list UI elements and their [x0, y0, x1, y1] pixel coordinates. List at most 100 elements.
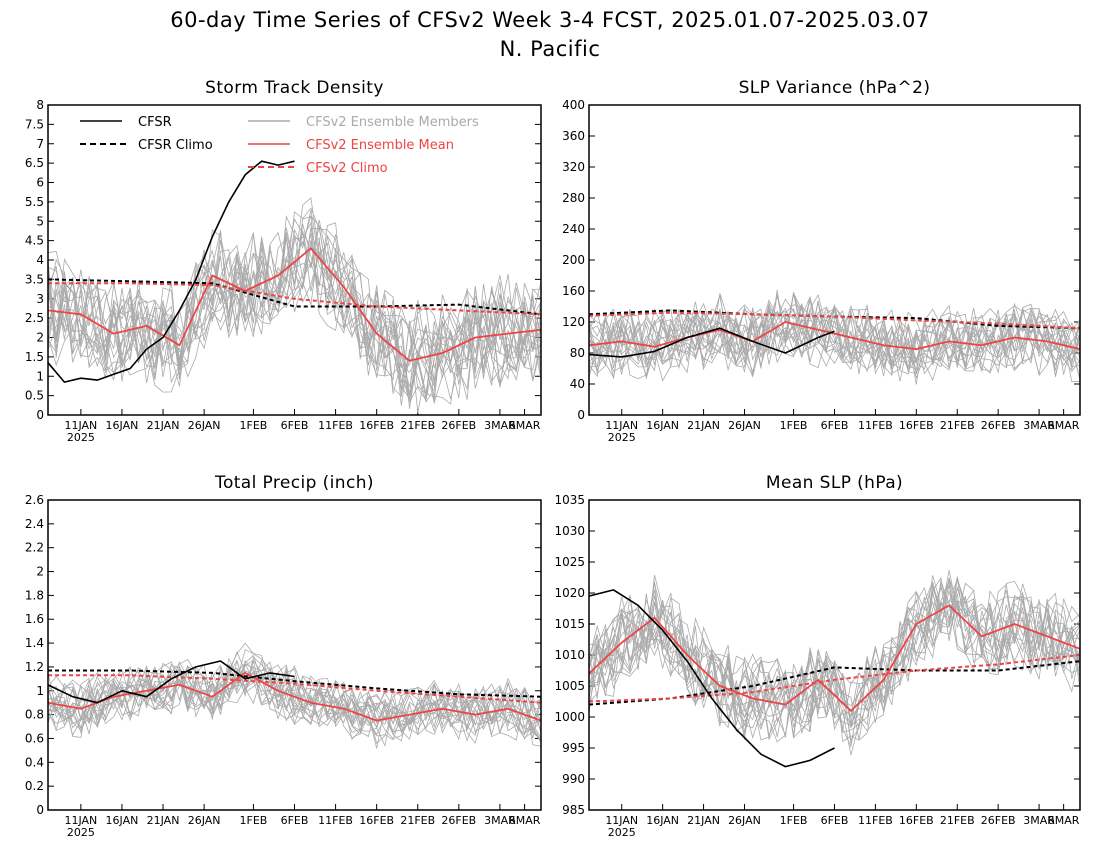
- y-tick-label: 1020: [554, 586, 585, 600]
- x-tick-label: 21FEB: [940, 814, 975, 827]
- y-tick-label: 6: [36, 176, 44, 190]
- x-tick-label: 6MAR: [1048, 814, 1080, 827]
- x-tick-label: 26FEB: [981, 814, 1016, 827]
- plot-area: [589, 289, 1080, 385]
- x-tick-label: 26JAN: [728, 419, 761, 432]
- x-tick-label: 11FEB: [318, 419, 353, 432]
- y-tick-label: 40: [570, 377, 585, 391]
- y-tick-label: 320: [562, 160, 585, 174]
- x-tick-label: 6FEB: [821, 814, 849, 827]
- plot-frame: [588, 104, 1081, 416]
- ensemble-member-line: [589, 600, 1080, 737]
- ensemble-member-line: [589, 578, 1080, 731]
- series-line-cfsr: [48, 660, 295, 704]
- series-line-cfsr: [589, 589, 835, 768]
- y-tick-label: 7: [36, 137, 44, 151]
- ensemble-member-line: [48, 221, 541, 402]
- x-tick-label: 26JAN: [728, 814, 761, 827]
- x-tick-label: 16JAN: [106, 814, 139, 827]
- ensemble-member-line: [48, 663, 541, 745]
- y-tick-label: 0.5: [25, 389, 44, 403]
- y-tick-label: 0: [36, 408, 44, 422]
- x-tick-label: 21FEB: [400, 419, 435, 432]
- ensemble-member-line: [48, 223, 541, 397]
- x-tick-label: 21FEB: [400, 814, 435, 827]
- x-tick-year: 2025: [608, 826, 636, 839]
- x-tick-label: 16JAN: [106, 419, 139, 432]
- x-tick-label: 26JAN: [188, 419, 221, 432]
- y-tick-label: 2: [36, 565, 44, 579]
- legend-label-cfsr: CFSR: [138, 115, 172, 130]
- x-tick-label: 3MAR: [484, 814, 516, 827]
- ensemble-member-line: [48, 215, 541, 384]
- y-tick-label: 1.2: [25, 660, 44, 674]
- series-line-cfsr: [589, 327, 835, 358]
- y-tick-label: 2.6: [25, 493, 44, 507]
- series-line-cfsr-climo: [589, 660, 1080, 706]
- x-tick-label: 26JAN: [188, 814, 221, 827]
- x-tick-label: 16FEB: [899, 419, 934, 432]
- ensemble-member-line: [589, 577, 1080, 745]
- y-tick-label: 280: [562, 191, 585, 205]
- x-tick-label: 1FEB: [240, 814, 268, 827]
- ensemble-member-line: [589, 304, 1080, 374]
- y-tick-label: 400: [562, 98, 585, 112]
- y-tick-label: 1015: [554, 617, 585, 631]
- ensemble-member-line: [48, 250, 541, 404]
- x-tick-label: 21JAN: [147, 419, 180, 432]
- x-tick-label: 3MAR: [1023, 419, 1055, 432]
- plot-area: [48, 642, 541, 749]
- y-tick-label: 1025: [554, 555, 585, 569]
- ensemble-member-line: [48, 227, 541, 390]
- series-line-cfsv2-climo: [48, 282, 541, 316]
- x-tick-label: 3MAR: [1023, 814, 1055, 827]
- legend-label-members: CFSv2 Ensemble Members: [306, 115, 479, 130]
- x-tick-label: 26FEB: [441, 419, 476, 432]
- ensemble-member-line: [589, 587, 1080, 740]
- y-tick-label: 2.4: [25, 517, 44, 531]
- y-tick-label: 5: [36, 214, 44, 228]
- y-tick-label: 985: [562, 803, 585, 817]
- x-tick-label: 16FEB: [359, 814, 394, 827]
- ensemble-member-line: [48, 656, 541, 741]
- panel-title: SLP Variance (hPa^2): [739, 78, 931, 98]
- panel-slp-variance: SLP Variance (hPa^2) 0 40 80 120 160 200 240 280…: [562, 78, 1081, 444]
- y-tick-label: 7.5: [25, 117, 44, 131]
- x-tick-label: 21JAN: [687, 419, 720, 432]
- y-tick-label: 160: [562, 284, 585, 298]
- panel-mean-slp: Mean SLP (hPa) 985 990 995 1000 1005 1010 1015 1…: [554, 473, 1081, 839]
- y-tick-label: 2.5: [25, 311, 44, 325]
- y-tick-label: 3: [36, 292, 44, 306]
- ensemble-member-line: [589, 574, 1080, 728]
- y-tick-label: 0.2: [25, 779, 44, 793]
- x-tick-label: 16JAN: [646, 419, 679, 432]
- y-tick-label: 4: [36, 253, 44, 267]
- panel-title: Mean SLP (hPa): [766, 473, 903, 493]
- series-line-cfsv2-ensemble-mean: [48, 672, 541, 722]
- y-tick-label: 1.5: [25, 350, 44, 364]
- legend-label-cfsr-climo: CFSR Climo: [138, 138, 213, 153]
- ensemble-member-line: [589, 590, 1080, 743]
- y-tick-label: 2.2: [25, 541, 44, 555]
- ensemble-member-line: [589, 579, 1080, 738]
- y-tick-label: 4.5: [25, 234, 44, 248]
- x-tick-label: 1FEB: [780, 814, 808, 827]
- x-tick-label: 6FEB: [281, 814, 309, 827]
- x-tick-year: 2025: [67, 826, 95, 839]
- ensemble-member-line: [48, 642, 541, 738]
- y-tick-label: 1: [36, 369, 44, 383]
- y-tick-label: 1030: [554, 524, 585, 538]
- y-tick-label: 0.8: [25, 708, 44, 722]
- y-tick-label: 1.6: [25, 612, 44, 626]
- y-tick-label: 0: [36, 803, 44, 817]
- series-line-cfsr-climo: [48, 669, 541, 698]
- y-tick-label: 995: [562, 741, 585, 755]
- ensemble-member-line: [48, 667, 541, 743]
- y-tick-label: 0.4: [25, 755, 44, 769]
- series-line-cfsv2-climo: [589, 311, 1080, 330]
- panel-title: Storm Track Density: [205, 78, 384, 98]
- ensemble-member-line: [589, 591, 1080, 733]
- legend: CFSR CFSR Climo CFSv2 Ensemble Members C…: [80, 115, 479, 176]
- figure-subtitle: N. Pacific: [500, 37, 601, 61]
- y-tick-label: 1035: [554, 493, 585, 507]
